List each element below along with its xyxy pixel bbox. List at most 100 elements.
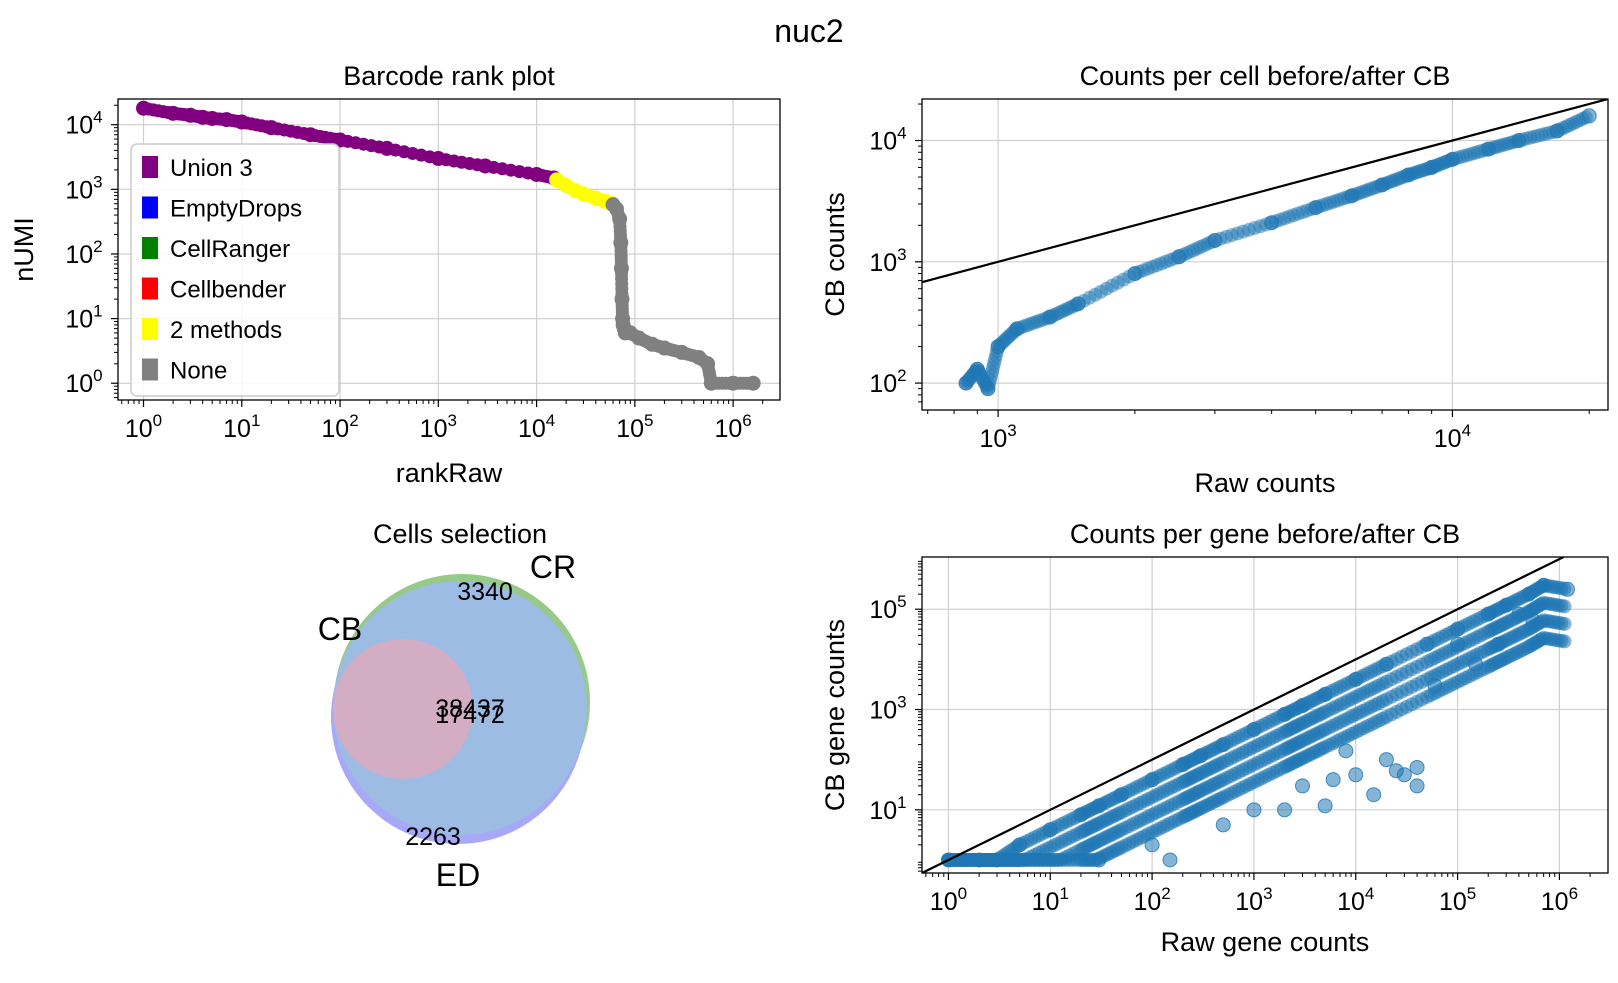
data-point [1450,636,1466,652]
y-tick-label: 100 [65,366,102,398]
legend-label: 2 methods [170,317,282,344]
barcode-legend: Union 3 EmptyDrops CellRanger Cellbender 2 m… [130,143,340,397]
data-point [1144,772,1160,788]
counts-per-cell-plot: Counts per cell before/after CB 103 104 102… [820,61,1609,498]
data-point [1498,597,1514,613]
x-tick-label: 101 [223,411,260,443]
data-point [1277,706,1293,722]
data-point [1091,798,1107,814]
venn-set-label: ED [436,857,480,893]
data-point [745,375,761,391]
data-point [1215,737,1231,753]
legend-swatch [142,277,158,300]
data-point [1317,686,1333,702]
x-tick-label: 102 [1133,884,1170,916]
plot-frame [117,98,781,401]
x-tick-label: 105 [616,411,653,443]
identity-line [922,99,1608,284]
x-tick-label: 104 [518,411,555,443]
x-tick-label: 102 [321,411,358,443]
data-point [1175,757,1191,773]
data-point [1348,671,1364,687]
data-point [1396,767,1412,783]
venn-circle-cb [333,639,473,779]
data-point [1246,802,1262,818]
y-tick-label: 103 [869,693,906,725]
x-tick-label: 100 [125,411,162,443]
data-point [1450,621,1466,637]
legend-label: Cellbender [170,277,286,304]
counts-per-cell-title: Counts per cell before/after CB [1080,61,1451,91]
data-point [1246,721,1262,737]
x-tick-label: 100 [930,884,967,916]
data-point [1378,752,1394,768]
y-tick-label: 101 [65,302,102,334]
data-point [1042,822,1058,838]
data-point [1378,656,1394,672]
legend-swatch [142,358,158,381]
legend-swatch [142,318,158,340]
data-point [1557,634,1572,649]
data-point [1427,678,1443,694]
x-tick-label: 101 [1032,884,1069,916]
data-point [1317,798,1333,814]
data-point [1525,612,1541,628]
data-point [1277,802,1293,818]
cell-points [922,99,1608,397]
data-point [1215,817,1231,833]
plot-frame [921,556,1609,874]
venn-set-label: CR [530,549,576,585]
data-point [1325,772,1341,788]
data-point [1468,656,1484,672]
barcode-rank-title: Barcode rank plot [343,61,555,91]
legend-swatch [142,237,158,259]
x-tick-label: 106 [714,411,751,443]
data-point [1521,586,1537,602]
venn-count: 38437 [435,695,505,723]
cells-selection-title: Cells selection [373,519,547,549]
data-point [1295,698,1311,714]
legend-swatch [142,156,158,178]
y-tick-label: 103 [869,245,906,277]
counts-per-gene-xlabel: Raw gene counts [1161,927,1370,957]
x-tick-label: 103 [420,411,457,443]
counts-per-gene-title: Counts per gene before/after CB [1070,519,1460,549]
data-point [1578,110,1593,125]
y-tick-label: 101 [869,793,906,825]
data-point [1162,852,1178,868]
barcode-rank-xlabel: rankRaw [396,458,503,488]
data-point [1557,616,1572,631]
data-point [1419,636,1435,652]
y-tick-label: 105 [869,592,906,624]
y-tick-label: 104 [869,124,906,156]
data-point [1073,807,1089,823]
legend-label: CellRanger [170,236,290,263]
figure-suptitle: nuc2 [774,13,843,49]
data-point [1480,606,1496,622]
data-point [989,852,1005,868]
legend-box [130,143,340,397]
data-point [1536,577,1552,593]
data-point [1409,759,1425,775]
barcode-points [136,100,761,391]
counts-per-cell-xlabel: Raw counts [1194,468,1335,498]
y-tick-label: 103 [65,172,102,204]
x-tick-label: 103 [979,421,1016,453]
counts-per-cell-ylabel: CB counts [820,192,850,317]
data-point [1113,787,1129,803]
data-point [1295,778,1311,794]
y-tick-label: 104 [65,108,102,140]
venn-count: 2263 [405,823,461,851]
data-point [1490,636,1506,652]
plot-frame [921,98,1609,411]
legend-label: EmptyDrops [170,196,302,223]
barcode-rank-ylabel: nUMI [9,217,39,282]
legend-label: Union 3 [170,155,253,182]
x-tick-label: 106 [1541,884,1578,916]
data-point [1511,606,1527,622]
identity-line [922,557,1565,873]
data-point [1193,748,1209,764]
data-point [1091,852,1107,868]
